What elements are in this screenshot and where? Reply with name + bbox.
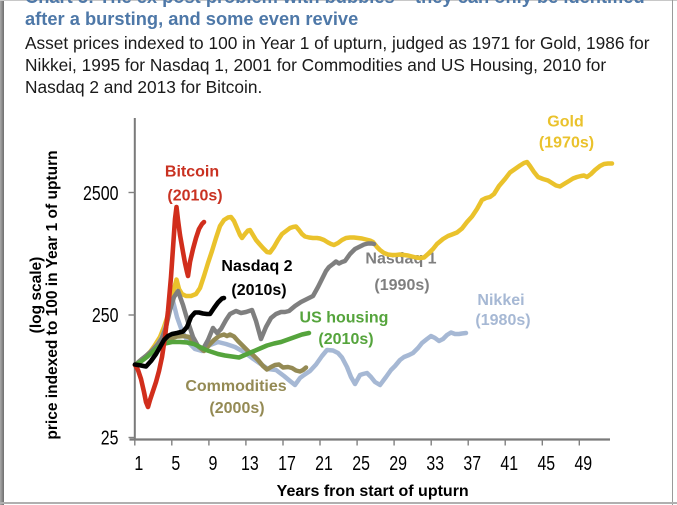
svg-text:45: 45 [537, 453, 555, 475]
svg-text:13: 13 [241, 453, 259, 475]
svg-text:(1970s): (1970s) [539, 135, 594, 152]
svg-text:(2010s): (2010s) [167, 188, 222, 205]
svg-text:price indexed to 100 in Year 1: price indexed to 100 in Year 1 of upturn [44, 150, 61, 439]
svg-text:Gold: Gold [547, 114, 583, 131]
svg-text:2500: 2500 [83, 183, 119, 205]
svg-text:Nasdaq 2: Nasdaq 2 [221, 258, 292, 275]
svg-text:(2010s): (2010s) [231, 282, 286, 299]
svg-text:25: 25 [352, 453, 370, 475]
svg-text:250: 250 [92, 305, 119, 327]
svg-text:17: 17 [278, 453, 296, 475]
svg-text:1: 1 [134, 453, 143, 475]
svg-text:Years fron start of upturn: Years fron start of upturn [277, 483, 469, 500]
svg-text:(1980s): (1980s) [475, 312, 530, 329]
svg-text:29: 29 [389, 453, 407, 475]
svg-text:9: 9 [208, 453, 217, 475]
svg-text:37: 37 [463, 453, 481, 475]
svg-text:21: 21 [315, 453, 333, 475]
svg-text:US housing: US housing [300, 310, 389, 327]
svg-text:33: 33 [426, 453, 444, 475]
svg-text:(1990s): (1990s) [374, 277, 429, 294]
svg-text:(log scale): (log scale) [28, 257, 45, 334]
svg-text:(2000s): (2000s) [209, 400, 264, 417]
svg-text:41: 41 [500, 453, 518, 475]
svg-text:5: 5 [171, 453, 180, 475]
svg-text:Nikkei: Nikkei [477, 292, 524, 309]
svg-text:Commodities: Commodities [185, 378, 286, 395]
svg-text:25: 25 [101, 428, 119, 450]
svg-text:49: 49 [574, 453, 592, 475]
svg-text:Bitcoin: Bitcoin [165, 164, 219, 181]
svg-text:(2010s): (2010s) [318, 331, 373, 348]
